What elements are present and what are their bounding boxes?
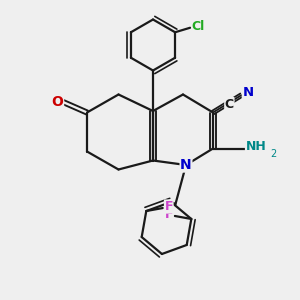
Text: N: N — [242, 86, 253, 99]
Text: F: F — [164, 200, 173, 213]
Text: 2: 2 — [270, 149, 276, 159]
Text: Cl: Cl — [192, 20, 205, 33]
Text: F: F — [165, 208, 173, 221]
Text: N: N — [180, 158, 192, 172]
Text: O: O — [52, 95, 64, 109]
Text: NH: NH — [245, 140, 266, 154]
Text: C: C — [225, 98, 234, 110]
